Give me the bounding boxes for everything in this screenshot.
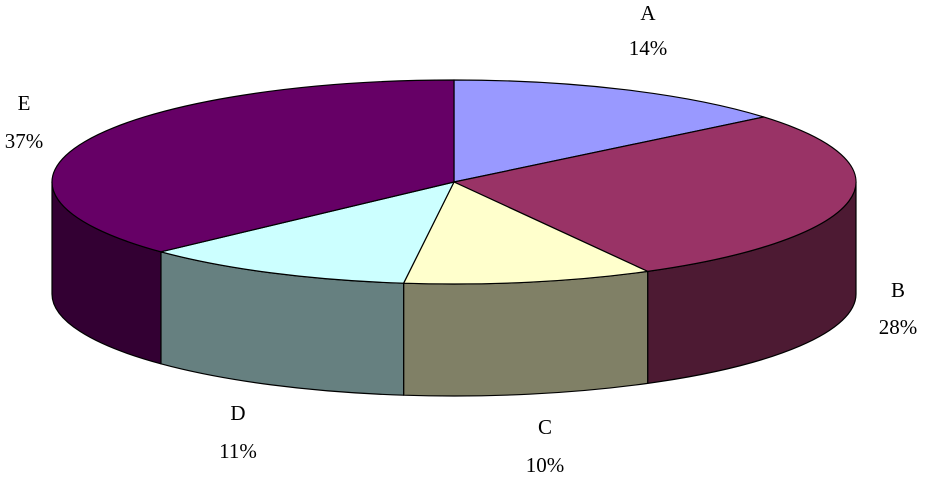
label-c-name: C xyxy=(538,415,552,439)
slice-b xyxy=(453,116,857,272)
label-d-value: 11% xyxy=(219,439,257,463)
label-a-value: 14% xyxy=(629,36,668,60)
slice-d xyxy=(160,181,455,284)
label-a-name: A xyxy=(640,1,656,25)
slice-c xyxy=(403,181,649,285)
label-e-name: E xyxy=(18,91,31,115)
label-c-value: 10% xyxy=(526,453,565,477)
pie-sides xyxy=(51,181,857,397)
label-d-name: D xyxy=(230,401,245,425)
label-e-value: 37% xyxy=(5,129,44,153)
label-b-value: 28% xyxy=(879,315,918,339)
pie-tops xyxy=(51,79,857,285)
pie-labels: A 14% B 28% C 10% D 11% E 37% xyxy=(5,1,918,477)
label-b-name: B xyxy=(891,278,905,302)
slice-a xyxy=(453,79,765,183)
slice-side-c xyxy=(403,270,649,397)
slice-e xyxy=(51,79,455,253)
